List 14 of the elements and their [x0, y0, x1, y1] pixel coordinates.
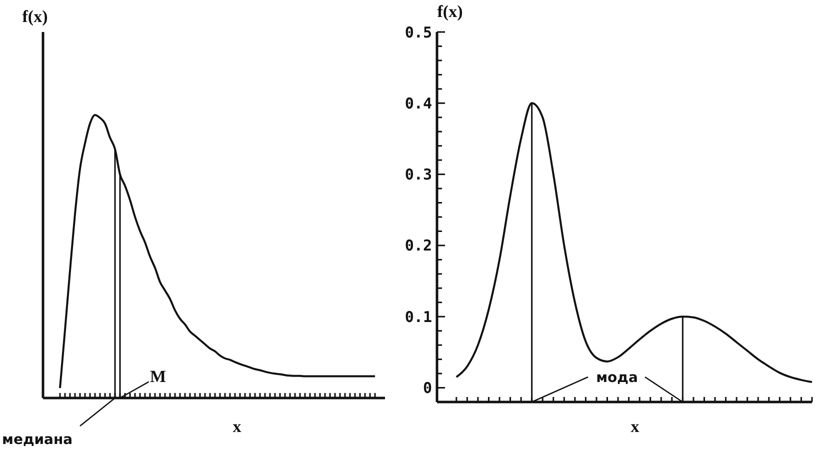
line-series	[455, 102, 813, 384]
y-tick-label: 0.5	[404, 23, 432, 42]
y-tick-label: 0	[422, 379, 432, 398]
y-axis-title: f(x)	[437, 2, 463, 21]
x-axis-title: x	[232, 417, 242, 436]
y-tick-label: 0.2	[404, 236, 432, 255]
x-axis-title: x	[630, 417, 640, 436]
y-tick-label: 0.4	[404, 94, 432, 112]
y-tick-label: 0.3	[404, 166, 432, 184]
y-tick-label: 0.1	[404, 308, 432, 326]
y-axis-title: f(x)	[22, 7, 48, 26]
text: медиана	[2, 432, 73, 448]
annotation: M	[150, 367, 166, 386]
annotation: мода	[596, 370, 638, 386]
